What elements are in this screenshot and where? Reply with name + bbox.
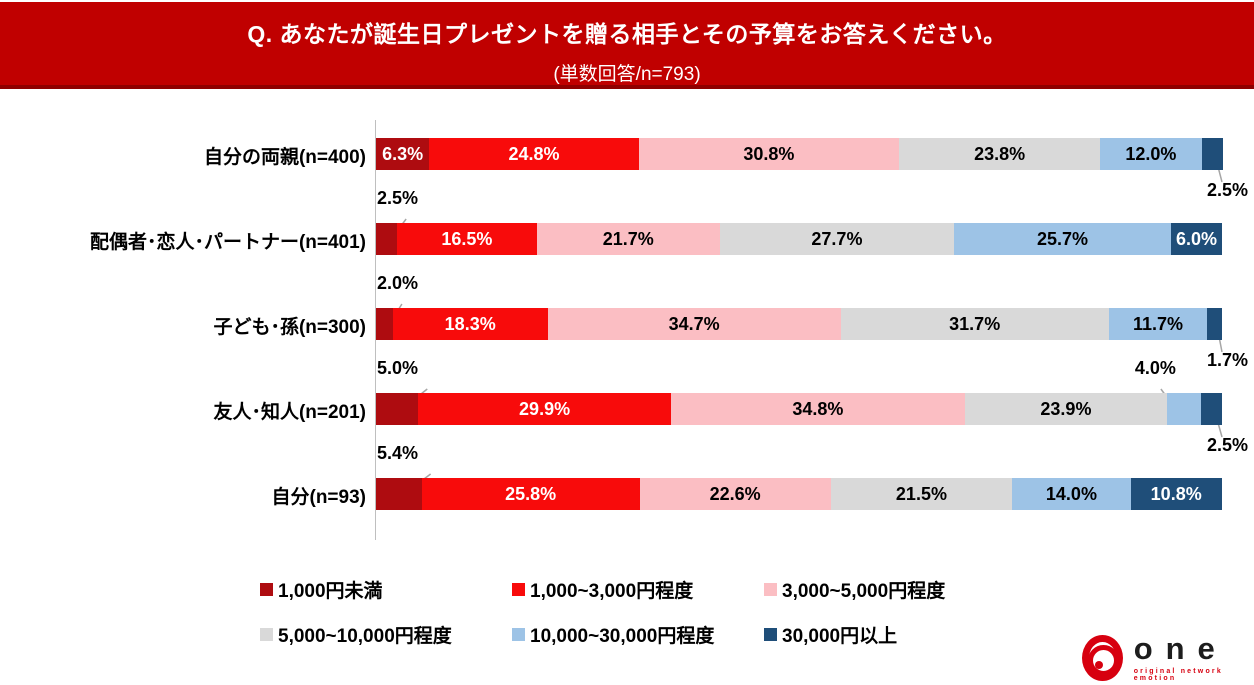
segment-value-label: 22.6% [709, 483, 761, 504]
segment-value-label: 11.7% [1133, 313, 1184, 334]
bar-segment: 34.8% [670, 393, 965, 425]
bar-segment: 23.9% [964, 393, 1167, 425]
one-logo-text: one [1133, 631, 1228, 666]
segment-value-label: 23.8% [974, 143, 1026, 164]
legend-item: 3,000~5,000円程度 [764, 576, 1016, 603]
chart-legend: 1,000円未満 1,000~3,000円程度 3,000~5,000円程度 5,00… [260, 576, 1016, 648]
legend-label: 1,000~3,000円程度 [530, 581, 694, 602]
segment-value-label: 16.5% [441, 228, 493, 249]
segment-value-label: 27.7% [811, 228, 863, 249]
segment-value-label: 10.8% [1150, 483, 1202, 504]
segment-value-label: 12.0% [1125, 143, 1177, 164]
category-label: 配偶者･恋人･パートナー(n=401) [89, 232, 366, 253]
legend-label: 1,000円未満 [278, 581, 383, 602]
bar-segment [376, 223, 398, 255]
bar-segment: 30.8% [638, 138, 900, 170]
segment-value-label: 14.0% [1045, 483, 1097, 504]
callout-value-label: 1.7% [1206, 350, 1248, 370]
legend-item: 5,000~10,000円程度 [260, 621, 512, 648]
segment-value-label: 31.7% [949, 313, 1001, 334]
bar-segment: 21.5% [830, 478, 1013, 510]
segment-value-label: 23.9% [1040, 398, 1092, 419]
bar-segment: 10.8% [1130, 478, 1222, 510]
legend-item: 30,000円以上 [764, 621, 1016, 648]
legend-swatch [512, 583, 525, 596]
legend-item: 10,000~30,000円程度 [512, 621, 764, 648]
bar-segment: 22.6% [639, 478, 831, 510]
bar-segment [1207, 308, 1222, 340]
legend-swatch [260, 628, 273, 641]
callout-value-label: 5.0% [377, 358, 419, 378]
bar-segment: 34.7% [547, 308, 841, 340]
callout-value-label: 2.5% [1206, 435, 1248, 455]
segment-value-label: 25.7% [1037, 228, 1089, 249]
bar-segment: 31.7% [840, 308, 1109, 340]
one-logo: one original network emotion [1082, 633, 1254, 682]
segment-value-label: 18.3% [444, 313, 496, 334]
question-banner: Q. あなたが誕生日プレゼントを贈る相手とその予算をお答えください。 (単数回答… [0, 2, 1254, 89]
bar-segment: 27.7% [719, 223, 954, 255]
category-label: 自分(n=93) [271, 487, 367, 508]
segment-value-label: 6.3% [382, 143, 424, 164]
bar-segment [1201, 138, 1223, 170]
callout-value-label: 2.0% [377, 273, 419, 293]
bar-segment: 6.3% [376, 138, 430, 170]
callout-value-label: 5.4% [377, 443, 419, 463]
segment-value-label: 34.8% [792, 398, 844, 419]
bar-segment: 14.0% [1012, 478, 1131, 510]
segment-value-label: 29.9% [519, 398, 571, 419]
segment-value-label: 30.8% [743, 143, 795, 164]
legend-swatch [512, 628, 525, 641]
bar-segment [376, 478, 422, 510]
segment-value-label: 21.5% [895, 483, 947, 504]
legend-swatch [260, 583, 273, 596]
legend-item: 1,000円未満 [260, 576, 512, 603]
legend-label: 5,000~10,000円程度 [278, 626, 452, 647]
legend-swatch [764, 583, 777, 596]
one-logo-icon [1082, 634, 1123, 681]
bar-segment: 11.7% [1108, 308, 1208, 340]
segment-value-label: 24.8% [508, 143, 560, 164]
segment-value-label: 6.0% [1175, 228, 1217, 249]
category-label: 子ども･孫(n=300) [213, 317, 366, 338]
bar-segment [1166, 393, 1201, 425]
bar-segment: 25.7% [953, 223, 1172, 255]
question-subtitle: (単数回答/n=793) [553, 64, 701, 85]
callout-value-label: 2.5% [1206, 180, 1248, 200]
callout-value-label: 4.0% [1134, 358, 1176, 378]
category-label: 友人･知人(n=201) [213, 402, 366, 423]
value-axis-line [375, 120, 376, 540]
bar-segment: 21.7% [536, 223, 720, 255]
legend-item: 1,000~3,000円程度 [512, 576, 764, 603]
question-title: Q. あなたが誕生日プレゼントを贈る相手とその予算をお答えください。 [247, 21, 1007, 47]
legend-swatch [764, 628, 777, 641]
legend-label: 10,000~30,000円程度 [530, 626, 715, 647]
one-logo-tagline: original network emotion [1133, 668, 1223, 682]
bar-segment: 29.9% [418, 393, 671, 425]
bar-segment: 6.0% [1171, 223, 1222, 255]
segment-value-label: 34.7% [668, 313, 720, 334]
bar-segment: 24.8% [429, 138, 639, 170]
bar-segment: 16.5% [397, 223, 537, 255]
category-label: 自分の両親(n=400) [203, 147, 366, 168]
bar-segment [376, 393, 419, 425]
segment-value-label: 25.8% [505, 483, 557, 504]
callout-value-label: 2.5% [377, 188, 419, 208]
bar-segment [376, 308, 393, 340]
bar-segment: 25.8% [421, 478, 640, 510]
segment-value-label: 21.7% [602, 228, 654, 249]
legend-label: 3,000~5,000円程度 [782, 581, 946, 602]
legend-label: 30,000円以上 [782, 626, 898, 647]
bar-segment [1200, 393, 1222, 425]
bar-segment: 18.3% [392, 308, 548, 340]
bar-segment: 23.8% [899, 138, 1101, 170]
bar-segment: 12.0% [1100, 138, 1202, 170]
